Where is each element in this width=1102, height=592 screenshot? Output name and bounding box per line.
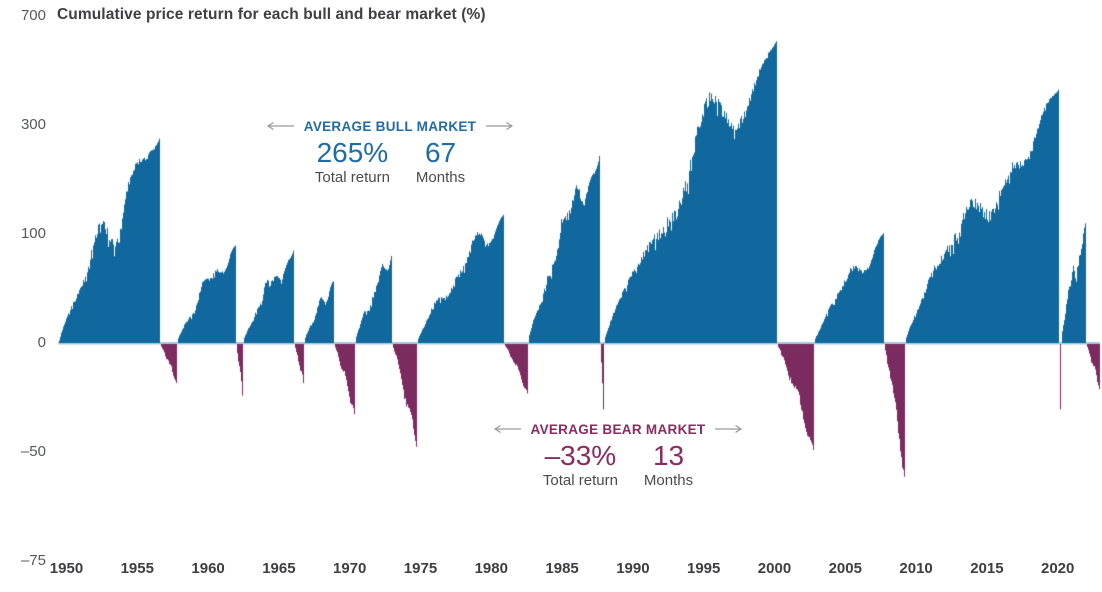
bull-months-value: 67 — [424, 137, 457, 168]
bear-total-return-value: –33% — [544, 440, 617, 471]
y-tick-label: –75 — [20, 551, 46, 569]
bear-months-label: Months — [643, 472, 694, 489]
y-tick-label: –50 — [20, 442, 46, 460]
y-tick-label: 300 — [20, 116, 46, 134]
x-tick-label: 2010 — [899, 560, 933, 577]
y-tick-label: 100 — [20, 225, 46, 243]
x-tick-label: 1965 — [262, 560, 296, 577]
x-tick-label: 1990 — [616, 560, 650, 577]
y-tick-label: 0 — [37, 334, 46, 351]
bear-annotation-title: AVERAGE BEAR MARKET — [530, 421, 706, 437]
x-tick-label: 1955 — [120, 560, 154, 577]
average-bull-market-annotation: AVERAGE BULL MARKET 265% Total return 67… — [235, 117, 545, 186]
x-tick-label: 2005 — [828, 560, 862, 577]
x-tick-label: 2020 — [1041, 560, 1075, 577]
bull-annotation-header: AVERAGE BULL MARKET — [235, 117, 545, 135]
x-tick-label: 1970 — [333, 560, 367, 577]
bear-total-return-stat: –33% Total return — [542, 440, 618, 490]
y-tick-label: 700 — [20, 7, 46, 25]
x-tick-label: 1950 — [49, 560, 84, 577]
right-arrow-icon — [486, 121, 514, 131]
bull-months-stat: 67 Months — [415, 137, 466, 187]
left-arrow-icon — [266, 121, 294, 131]
x-tick-label: 1985 — [545, 560, 579, 577]
x-tick-label: 1980 — [474, 560, 508, 577]
bull-total-return-value: 265% — [316, 137, 389, 168]
x-tick-label: 2000 — [757, 560, 792, 577]
x-tick-label: 1960 — [191, 560, 225, 577]
bull-total-return-label: Total return — [314, 169, 390, 186]
bear-months-stat: 13 Months — [643, 440, 694, 490]
bear-months-value: 13 — [652, 440, 685, 471]
left-arrow-icon — [493, 424, 521, 434]
bull-total-return-stat: 265% Total return — [314, 137, 390, 187]
right-arrow-icon — [715, 424, 743, 434]
x-tick-label: 2015 — [970, 560, 1004, 577]
x-tick-label: 1975 — [403, 560, 438, 577]
x-tick-label: 1995 — [687, 560, 721, 577]
chart-title: Cumulative price return for each bull an… — [57, 6, 486, 23]
bull-months-label: Months — [415, 169, 466, 186]
bear-annotation-header: AVERAGE BEAR MARKET — [463, 420, 773, 438]
average-bear-market-annotation: AVERAGE BEAR MARKET –33% Total return 13… — [463, 420, 773, 489]
bear-total-return-label: Total return — [542, 472, 618, 489]
bull-annotation-title: AVERAGE BULL MARKET — [303, 118, 477, 134]
